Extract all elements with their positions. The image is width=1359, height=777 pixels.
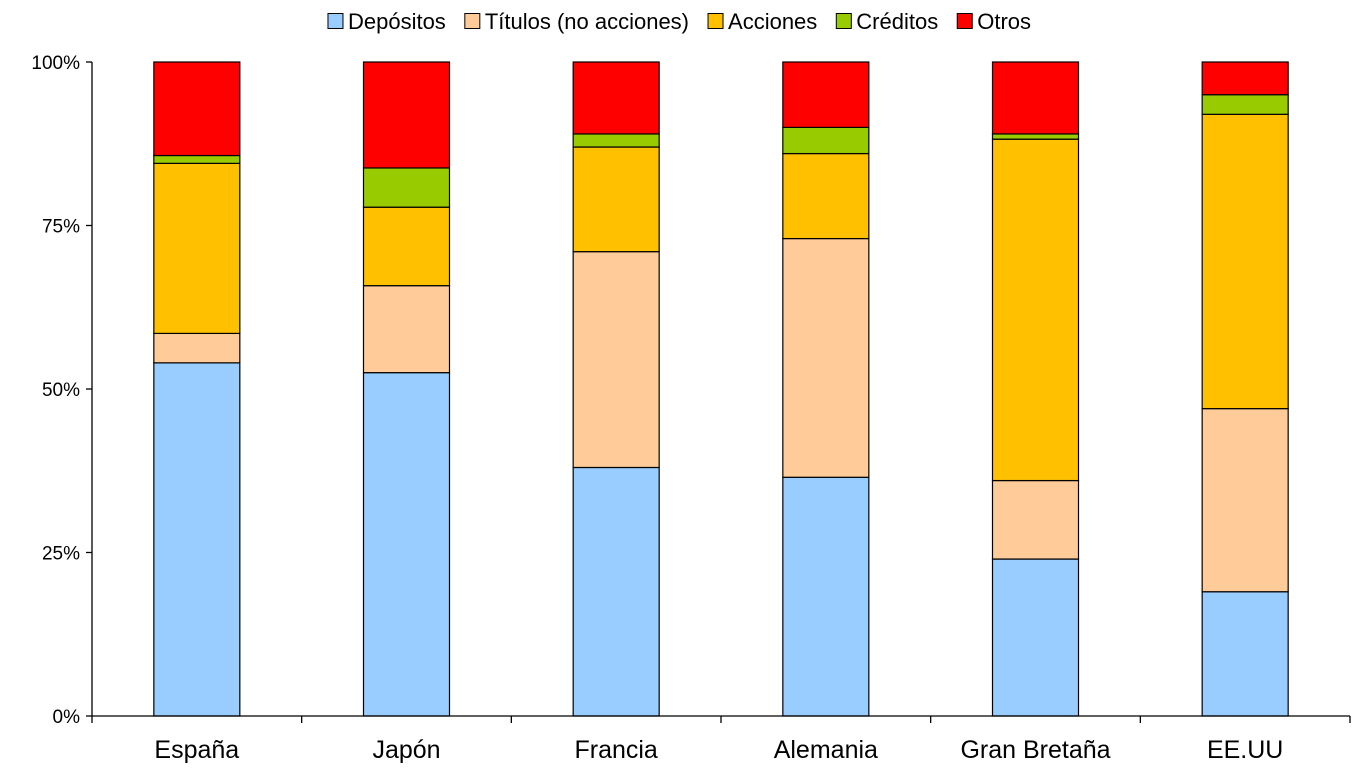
x-tick-label-alemania: Alemania [774, 736, 878, 764]
legend-swatch-creditos [835, 13, 852, 29]
x-tick-label-francia: Francia [574, 736, 657, 764]
legend-swatch-titulos-no-acciones [464, 13, 481, 29]
legend-swatch-depositos [327, 13, 344, 29]
bar-espana-titulos-no-acciones [153, 332, 241, 364]
bar-francia-acciones [572, 146, 660, 253]
x-tick-label-espana: España [154, 736, 239, 764]
x-tick-label-ee-uu: EE.UU [1207, 736, 1283, 764]
legend-item-creditos: Créditos [835, 9, 938, 34]
bar-ee-uu-depositos [1201, 591, 1289, 717]
bar-francia-otros [572, 61, 660, 135]
x-tick-label-gran-bretana: Gran Bretaña [960, 736, 1110, 764]
bar-japon-creditos [362, 167, 451, 208]
bar-gran-bretana-otros [991, 61, 1080, 135]
x-tick-label-japon: Japón [372, 736, 440, 764]
legend-label-otros: Otros [977, 9, 1031, 34]
bar-francia-depositos [572, 466, 660, 717]
y-tick-label-50: 50% [42, 380, 80, 401]
bars-group [153, 61, 1289, 717]
bar-espana-otros [153, 61, 241, 157]
bar-espana-creditos [153, 154, 241, 164]
bar-japon-titulos-no-acciones [362, 285, 451, 374]
legend-item-otros: Otros [956, 9, 1031, 34]
bar-alemania-depositos [782, 476, 870, 717]
bar-alemania-acciones [782, 152, 870, 240]
bar-gran-bretana-creditos [991, 133, 1080, 140]
legend-label-depositos: Depósitos [348, 9, 446, 34]
legend-label-acciones: Acciones [728, 9, 817, 34]
legend-swatch-otros [956, 13, 973, 29]
y-tick-label-25: 25% [42, 544, 80, 565]
legend-item-depositos: Depósitos [327, 9, 446, 34]
bar-japon-depositos [362, 372, 451, 717]
bar-gran-bretana-titulos-no-acciones [991, 479, 1080, 560]
bar-ee-uu-titulos-no-acciones [1201, 408, 1289, 593]
bar-espana-depositos [153, 362, 241, 717]
bar-espana-acciones [153, 162, 241, 335]
bar-japon-otros [362, 61, 451, 169]
legend-item-titulos-no-acciones: Títulos (no acciones) [464, 9, 689, 34]
legend-swatch-acciones [707, 13, 724, 29]
bar-japon-acciones [362, 206, 451, 287]
bar-gran-bretana-acciones [991, 138, 1080, 482]
y-tick-label-0: 0% [53, 707, 81, 728]
legend-label-titulos-no-acciones: Títulos (no acciones) [485, 9, 689, 34]
y-tick-label-75: 75% [42, 217, 80, 238]
bar-alemania-otros [782, 61, 870, 129]
bar-francia-creditos [572, 133, 660, 148]
axes-group: 0% 25% 50% 75% 100% España Japón Francia Alemani… [31, 53, 1351, 764]
bar-gran-bretana-depositos [991, 558, 1080, 717]
bar-alemania-titulos-no-acciones [782, 237, 870, 478]
bar-francia-titulos-no-acciones [572, 251, 660, 469]
bar-ee-uu-acciones [1201, 113, 1289, 410]
legend-item-acciones: Acciones [707, 9, 817, 34]
bar-ee-uu-otros [1201, 61, 1289, 96]
bar-alemania-creditos [782, 126, 870, 155]
legend: Depósitos Títulos (no acciones) Acciones Cr… [327, 9, 1031, 34]
legend-label-creditos: Créditos [856, 9, 938, 34]
bar-ee-uu-creditos [1201, 94, 1289, 115]
y-tick-label-100: 100% [31, 53, 80, 74]
